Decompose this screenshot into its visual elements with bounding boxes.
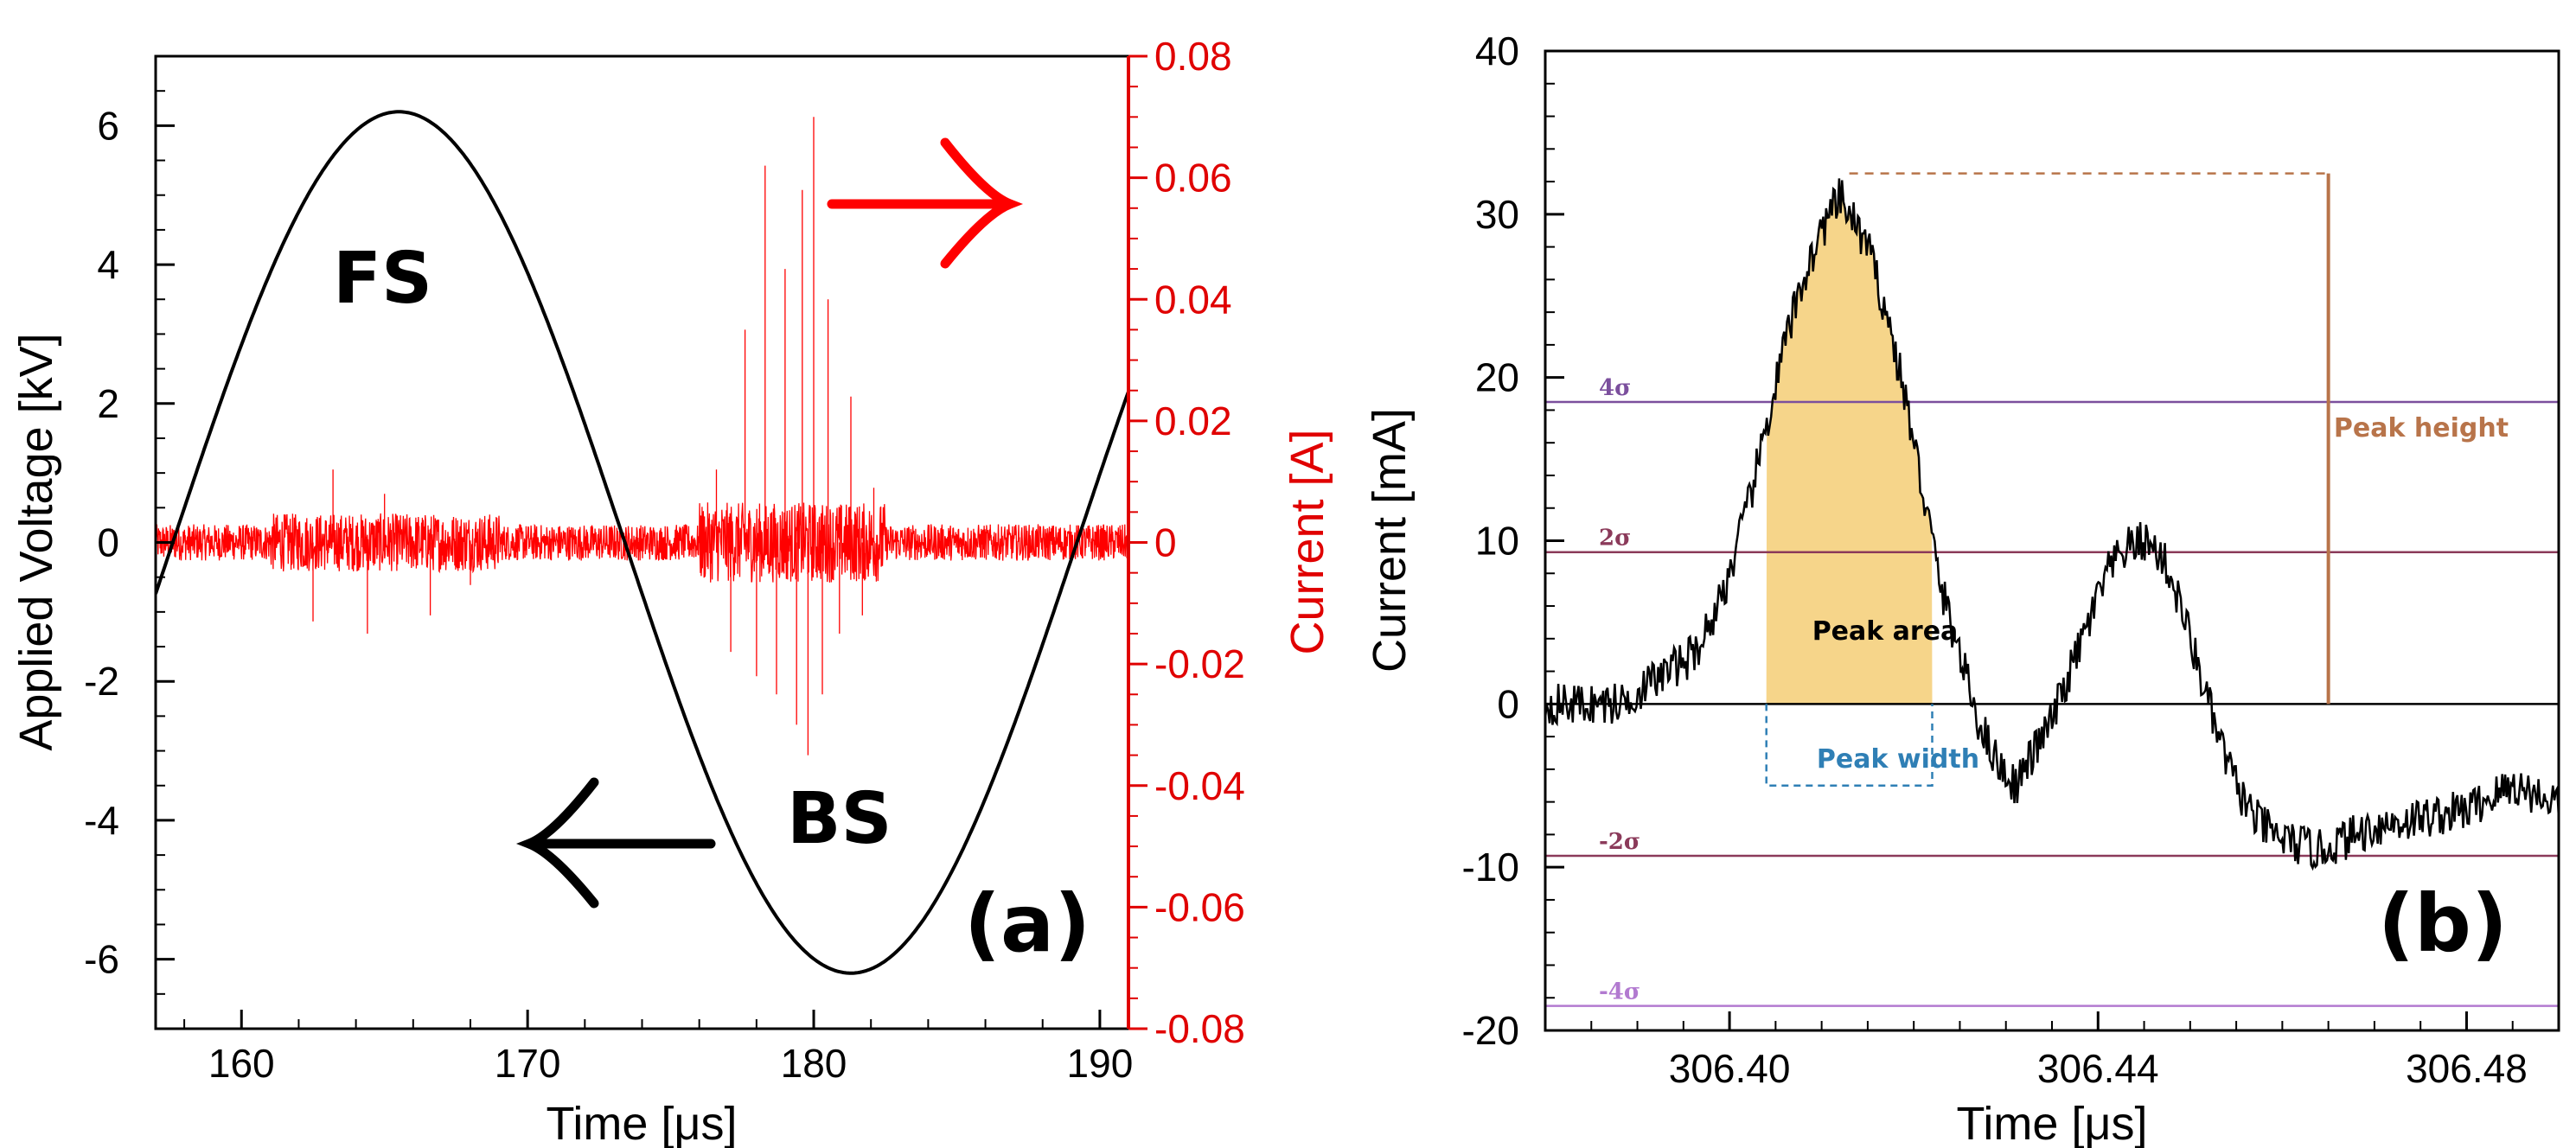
y-tick-label: 0 bbox=[1497, 681, 1519, 726]
left-tick-label: 0 bbox=[97, 520, 119, 565]
sigma-label: 4σ bbox=[1599, 375, 1631, 401]
x-tick-label: 180 bbox=[781, 1041, 847, 1086]
panel-b-y-ticks: 40 30 20 10 0 -10 -20 bbox=[1462, 29, 1564, 1053]
x-tick-label: 306.44 bbox=[2037, 1046, 2159, 1091]
peak-area-label: Peak area bbox=[1812, 616, 1959, 647]
left-tick-label: 6 bbox=[97, 103, 119, 148]
y-tick-label: 40 bbox=[1475, 29, 1519, 73]
x-tick-label: 306.40 bbox=[1669, 1046, 1791, 1091]
panel-a-plot-area bbox=[156, 110, 1128, 975]
panel-a-x-label: Time [μs] bbox=[546, 1098, 737, 1148]
panel-a-right-ticks: 0.08 0.06 0.04 0.02 0 -0.02 -0.04 -0.06 -0.08 bbox=[1128, 34, 1245, 1051]
right-tick-label: -0.08 bbox=[1154, 1006, 1245, 1051]
fs-label: FS bbox=[333, 238, 432, 320]
left-tick-label: -4 bbox=[84, 798, 119, 843]
panel-b: 306.40 306.44 306.48 40 30 20 10 0 -10 -20 4σ 2σ -… bbox=[1364, 29, 2560, 1148]
panel-b-x-label: Time [μs] bbox=[1956, 1098, 2147, 1148]
panel-b-label: (b) bbox=[2378, 877, 2508, 970]
current-series-line bbox=[156, 117, 1128, 756]
sigma-label: -4σ bbox=[1599, 979, 1640, 1005]
panel-a-left-y-label: Applied Voltage [kV] bbox=[10, 333, 62, 750]
right-tick-label: 0 bbox=[1154, 520, 1177, 565]
right-tick-label: -0.06 bbox=[1154, 884, 1245, 929]
left-tick-label: 2 bbox=[97, 381, 119, 426]
left-tick-label: -2 bbox=[84, 659, 119, 704]
peak-width-label: Peak width bbox=[1817, 744, 1979, 775]
y-tick-label: 30 bbox=[1475, 192, 1519, 237]
panel-a: 160 170 180 190 6 4 2 0 -2 -4 -6 0.08 0.06 0.04 0.02… bbox=[10, 34, 1333, 1148]
x-tick-label: 170 bbox=[495, 1041, 561, 1086]
right-tick-label: 0.02 bbox=[1154, 399, 1232, 443]
right-tick-label: 0.06 bbox=[1154, 156, 1232, 201]
y-tick-label: -10 bbox=[1462, 845, 1519, 890]
sigma-label: -2σ bbox=[1599, 829, 1640, 855]
x-tick-label: 160 bbox=[208, 1041, 275, 1086]
panel-b-plot-area bbox=[1545, 172, 2559, 1007]
sigma-threshold-lines bbox=[1545, 400, 2559, 1007]
peak-width-bracket bbox=[1765, 704, 1934, 787]
panel-b-y-label: Current [mA] bbox=[1364, 408, 1416, 673]
current-trace-line bbox=[1545, 178, 2559, 871]
x-tick-label: 190 bbox=[1067, 1041, 1134, 1086]
right-tick-label: -0.04 bbox=[1154, 763, 1245, 808]
peak-height-label: Peak height bbox=[2334, 413, 2509, 443]
y-tick-label: 10 bbox=[1475, 519, 1519, 564]
left-arrow-icon bbox=[515, 777, 716, 909]
bs-label: BS bbox=[787, 778, 892, 860]
panel-a-left-ticks: 6 4 2 0 -2 -4 -6 bbox=[84, 55, 175, 1030]
y-tick-label: -20 bbox=[1462, 1008, 1519, 1053]
peak-area-fill bbox=[1766, 178, 1933, 705]
panel-a-right-y-label: Current [A] bbox=[1282, 429, 1333, 654]
panel-b-x-ticks: 306.40 306.44 306.48 bbox=[1544, 1011, 2560, 1091]
right-tick-label: -0.02 bbox=[1154, 641, 1245, 686]
right-tick-label: 0.04 bbox=[1154, 277, 1232, 322]
sigma-label: 2σ bbox=[1599, 526, 1631, 552]
x-tick-label: 306.48 bbox=[2406, 1046, 2528, 1091]
y-tick-label: 20 bbox=[1475, 355, 1519, 400]
right-arrow-icon bbox=[827, 137, 1024, 269]
right-tick-label: 0.08 bbox=[1154, 34, 1232, 79]
left-tick-label: -6 bbox=[84, 937, 119, 982]
left-tick-label: 4 bbox=[97, 242, 119, 287]
sigma-labels: 4σ 2σ -2σ -4σ bbox=[1599, 375, 1640, 1005]
panel-a-label: (a) bbox=[964, 877, 1090, 970]
voltage-series-line bbox=[156, 110, 1128, 975]
panel-a-x-ticks: 160 170 180 190 bbox=[183, 1010, 1134, 1086]
